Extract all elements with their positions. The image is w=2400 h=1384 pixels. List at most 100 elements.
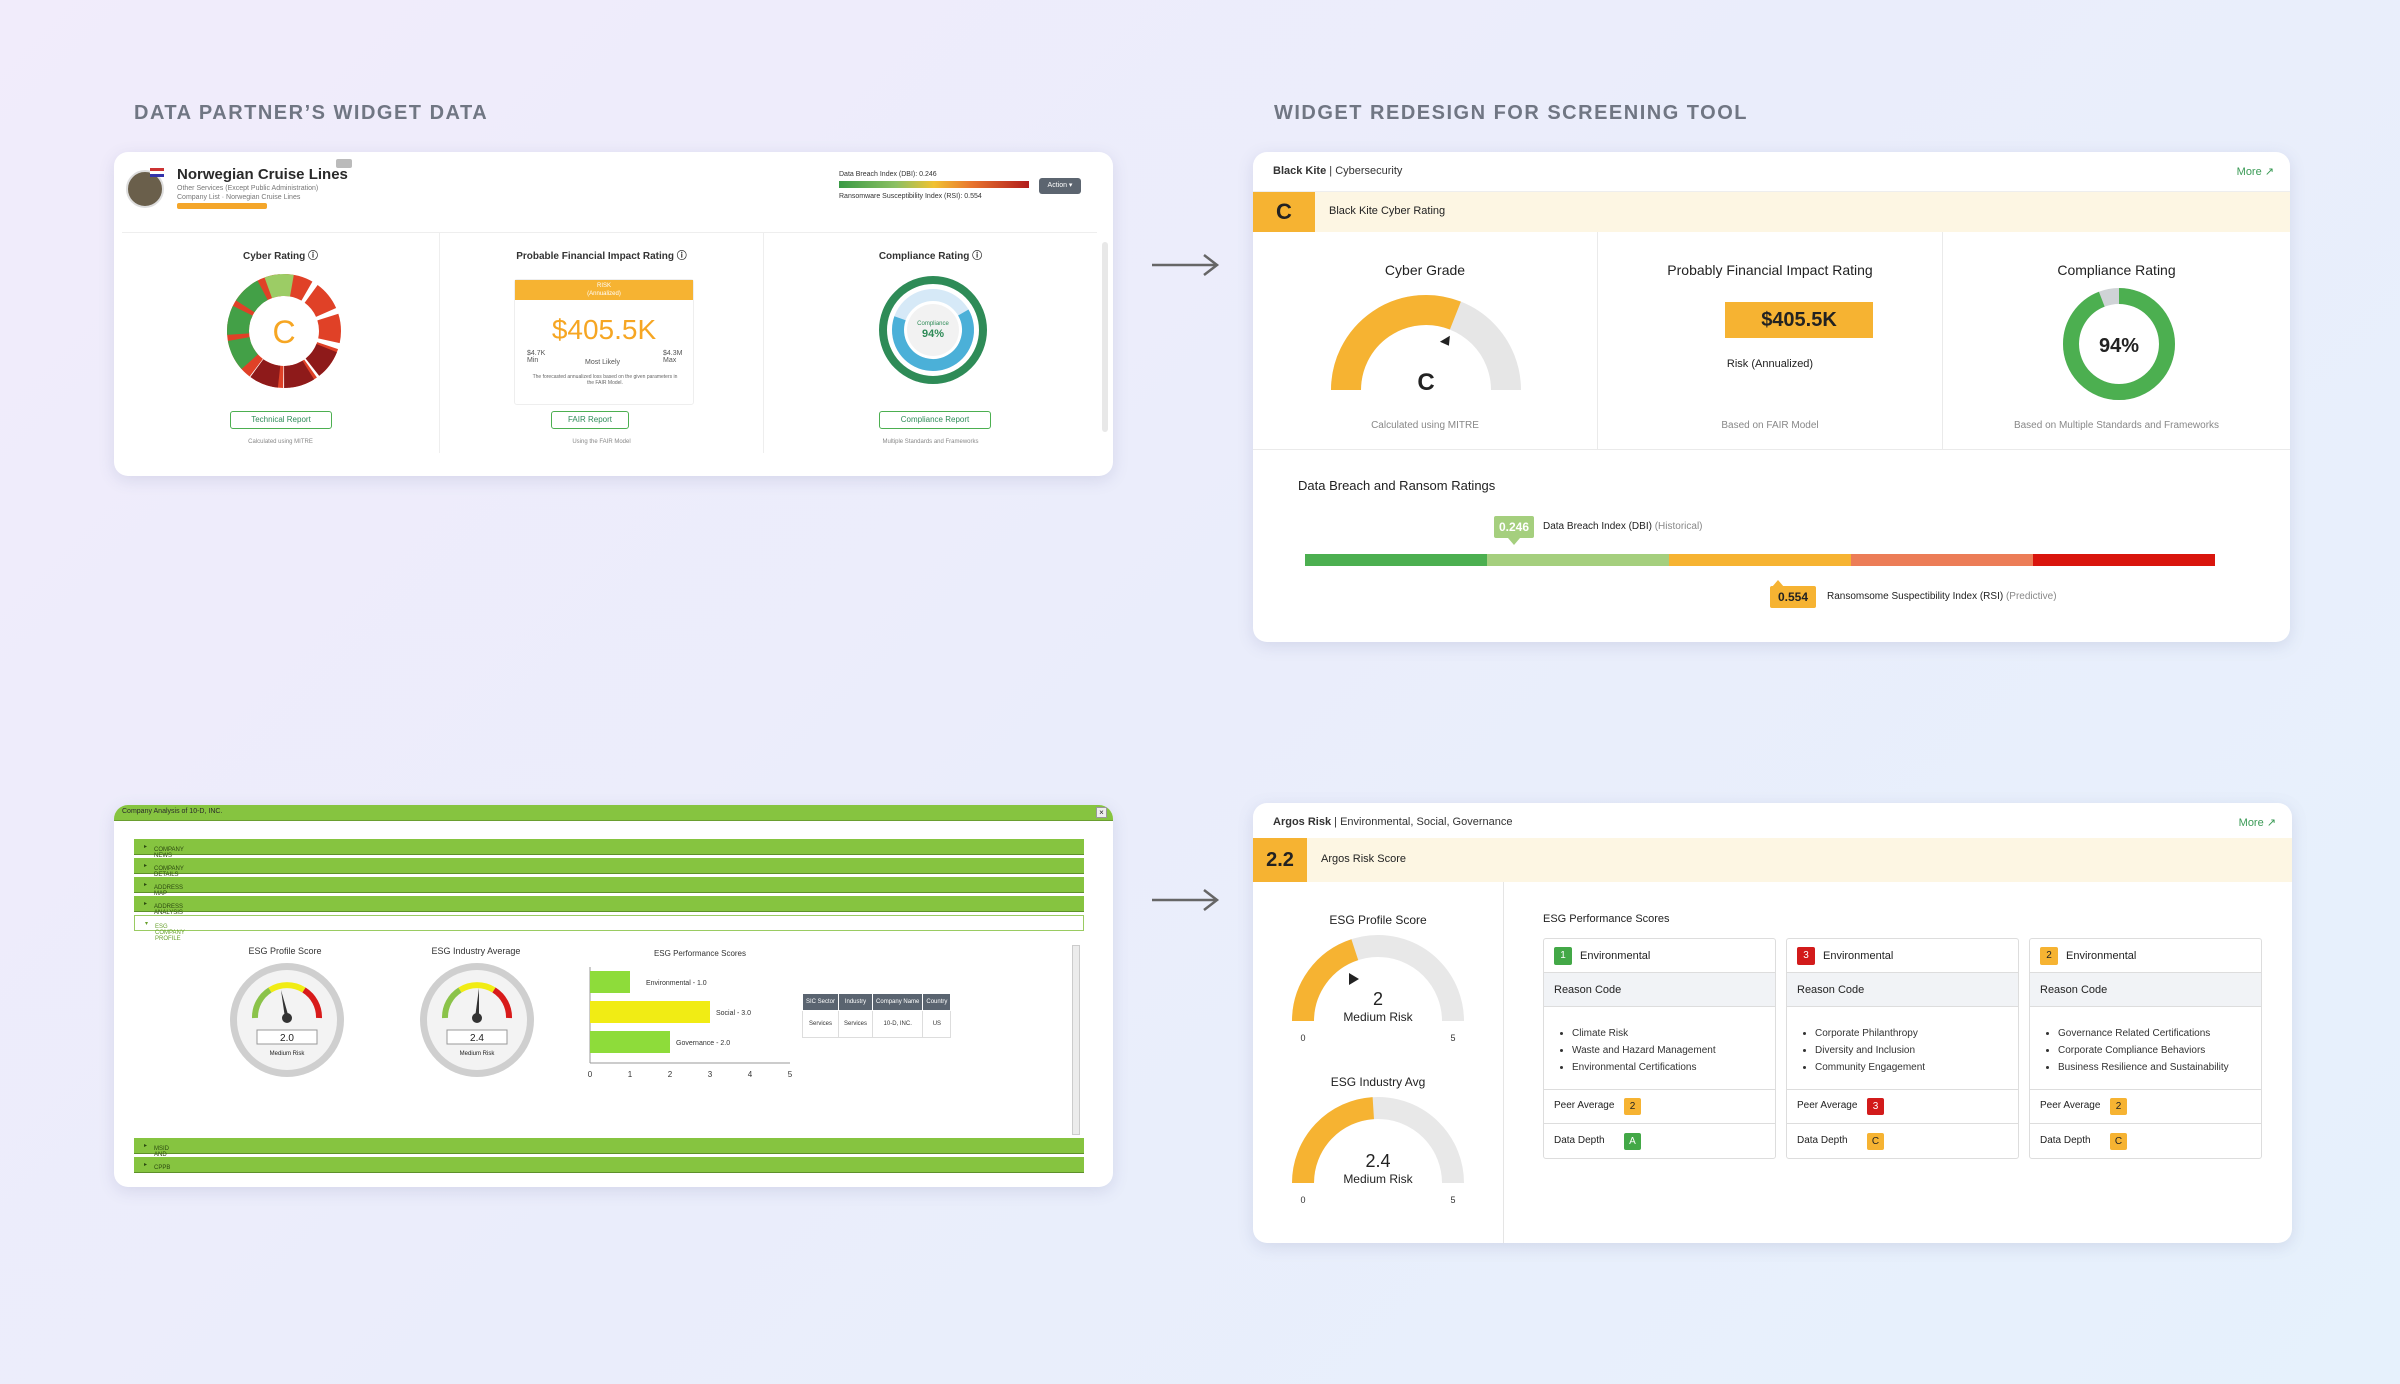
fair-report-button[interactable]: FAIR Report xyxy=(551,411,629,429)
card-score-badge: 2 xyxy=(2040,947,2058,965)
reason-item: Climate Risk xyxy=(1572,1025,1716,1042)
new-cyber-widget: Black Kite | Cybersecurity More ↗ C Blac… xyxy=(1253,152,2290,642)
depth-badge: C xyxy=(2110,1133,2127,1150)
arrow-right-icon xyxy=(1152,254,1220,276)
action-button[interactable]: Action ▾ xyxy=(1039,178,1081,194)
accordion-row[interactable]: ▸ ADDRESS ANALYSIS xyxy=(134,896,1084,916)
table-row: Services Services 10-D, INC. US xyxy=(801,1010,952,1038)
depth-badge: C xyxy=(1867,1133,1884,1150)
table-header: SIC Sector xyxy=(801,993,840,1011)
technical-note: Calculated using MITRE xyxy=(248,439,313,445)
reason-item: Corporate Philanthropy xyxy=(1815,1025,1925,1042)
accordion-row[interactable]: ▸ COMPANY NEWS xyxy=(134,839,1084,859)
financial-title: Probable Financial Impact Rating ⓘ xyxy=(516,251,687,262)
gauge-min: 0 xyxy=(1300,1195,1305,1205)
financial-sub: Risk (Annualized) xyxy=(1726,358,1814,370)
bar-label: Social - 3.0 xyxy=(716,1010,751,1017)
compliance-value: 94% xyxy=(922,328,944,340)
compliance-report-button[interactable]: Compliance Report xyxy=(879,411,991,429)
rating-band: C Black Kite Cyber Rating xyxy=(1253,192,2290,232)
rsi-index-label: Ransomware Susceptibility Index (RSI): 0… xyxy=(839,193,982,200)
cyber-grade-title: Cyber Grade xyxy=(1384,262,1466,278)
compliance-note: Multiple Standards and Frameworks xyxy=(882,439,979,445)
widget-provider: Black Kite | Cybersecurity xyxy=(1273,165,1403,177)
company-subtitle: Other Services (Except Public Administra… xyxy=(177,185,319,201)
reason-code-header: Reason Code xyxy=(1544,973,1775,1007)
scale-segment xyxy=(1669,554,1851,566)
gauge-max: 5 xyxy=(1450,1033,1455,1043)
esg-card: 3 Environmental Reason Code Corporate Phi… xyxy=(1786,938,2019,1159)
reason-list: Governance Related CertificationsCorpora… xyxy=(2058,1025,2229,1076)
gauge-divider xyxy=(1503,882,1504,1243)
profile-risk: Medium Risk xyxy=(270,1051,306,1057)
cyber-grade-cell: Cyber Grade C Calculated using MITRE xyxy=(1253,232,1598,450)
score-box: 2.2 xyxy=(1253,838,1307,882)
profile-gauge: 2.0 Medium Risk xyxy=(230,963,344,1077)
profile-risk: Medium Risk xyxy=(1343,1010,1413,1024)
peer-label: Peer Average xyxy=(2040,1100,2101,1111)
chart-bar xyxy=(590,1001,710,1023)
rsi-marker: 0.554 xyxy=(1770,586,1816,608)
financial-cell: Probably Financial Impact Rating $405.5K… xyxy=(1598,232,1943,450)
rsi-label: Ransomsome Suspectibility Index (RSI) (P… xyxy=(1827,591,2057,602)
axis-tick-label: 0 xyxy=(588,1070,593,1079)
profile-value: 2 xyxy=(1373,989,1383,1009)
company-header: Norwegian Cruise Lines Other Services (E… xyxy=(114,152,1113,230)
band-label: Argos Risk Score xyxy=(1321,853,1406,865)
peer-average-row: Peer Average 2 xyxy=(1544,1089,1775,1124)
financial-badge: RISK (Annualized) xyxy=(515,280,693,300)
compliance-column: Compliance Rating ⓘ Compliance 94% Compl… xyxy=(764,233,1097,453)
grade-box: C xyxy=(1253,192,1315,232)
ratings-title: Data Breach and Ransom Ratings xyxy=(1298,478,1496,493)
industry-risk: Medium Risk xyxy=(460,1051,496,1057)
perf-title: ESG Performance Scores xyxy=(1543,913,1670,925)
cyber-grade-text: C xyxy=(272,314,295,350)
right-section-title: WIDGET REDESIGN FOR SCREENING TOOL xyxy=(1274,102,1748,124)
financial-title: Probably Financial Impact Rating xyxy=(1667,262,1873,278)
financial-card: RISK (Annualized) $405.5K $4.7K Min Most L… xyxy=(514,279,694,405)
compliance-small-label: Compliance xyxy=(917,321,949,327)
scale-segment xyxy=(1487,554,1669,566)
more-link[interactable]: More ↗ xyxy=(2236,166,2274,178)
accordion-row[interactable]: ▸ MSID AND OFAC SEARCH xyxy=(134,1138,1084,1170)
reason-list: Corporate PhilanthropyDiversity and Incl… xyxy=(1815,1025,1925,1076)
reason-code-header: Reason Code xyxy=(1787,973,2018,1007)
dbi-marker: 0.246 xyxy=(1494,516,1534,538)
financial-value: $405.5K xyxy=(551,314,657,345)
industry-risk: Medium Risk xyxy=(1343,1172,1413,1186)
financial-note: The forecasted annualized loss based on … xyxy=(532,374,678,386)
close-icon[interactable]: × xyxy=(1096,807,1107,818)
old-cyber-widget: Norwegian Cruise Lines Other Services (E… xyxy=(114,152,1113,476)
gauge-max: 5 xyxy=(1450,1195,1455,1205)
table-header: Company Name xyxy=(872,993,924,1011)
reason-list: Climate RiskWaste and Hazard ManagementE… xyxy=(1572,1025,1716,1076)
cyber-donut-chart: C xyxy=(227,274,342,389)
arrow-right-icon xyxy=(1152,889,1220,911)
bar-label: Environmental - 1.0 xyxy=(646,980,707,987)
accordion-row[interactable]: ▸ CPPB xyxy=(134,1157,1084,1173)
more-link[interactable]: More ↗ xyxy=(2238,817,2276,829)
compliance-cell: Compliance Rating 94% Based on Multiple … xyxy=(1943,232,2290,450)
external-link-icon: ↗ xyxy=(2266,817,2276,829)
accordion-row-selected[interactable]: ▾ ESG COMPANY PROFILE xyxy=(134,915,1084,942)
scrollbar[interactable] xyxy=(1102,242,1108,432)
financial-mid: Most Likely xyxy=(585,359,621,366)
chart-bar xyxy=(590,1031,670,1053)
technical-report-button[interactable]: Technical Report xyxy=(230,411,332,429)
camera-icon[interactable] xyxy=(336,159,352,168)
axis-tick-label: 2 xyxy=(668,1070,673,1079)
card-score-badge: 3 xyxy=(1797,947,1815,965)
esg-card: 2 Environmental Reason Code Governance Re… xyxy=(2029,938,2262,1159)
accordion-row[interactable]: ▸ ADDRESS MAP xyxy=(134,877,1084,897)
table-header: Industry xyxy=(838,993,874,1011)
bar-label: Governance - 2.0 xyxy=(676,1040,730,1047)
financial-value-box: $405.5K xyxy=(1725,302,1873,338)
axis-tick-label: 4 xyxy=(748,1070,753,1079)
widget-header: Argos Risk | Environmental, Social, Gove… xyxy=(1253,803,2292,843)
compliance-title: Compliance Rating ⓘ xyxy=(878,251,983,262)
accordion-row[interactable]: ▸ COMPANY DETAILS xyxy=(134,858,1084,878)
chart-bar xyxy=(590,971,630,993)
old-widget-body: Cyber Rating ⓘ C Technical Report Calcul… xyxy=(122,232,1097,472)
scrollbar[interactable] xyxy=(1072,945,1080,1135)
reason-item: Governance Related Certifications xyxy=(2058,1025,2229,1042)
